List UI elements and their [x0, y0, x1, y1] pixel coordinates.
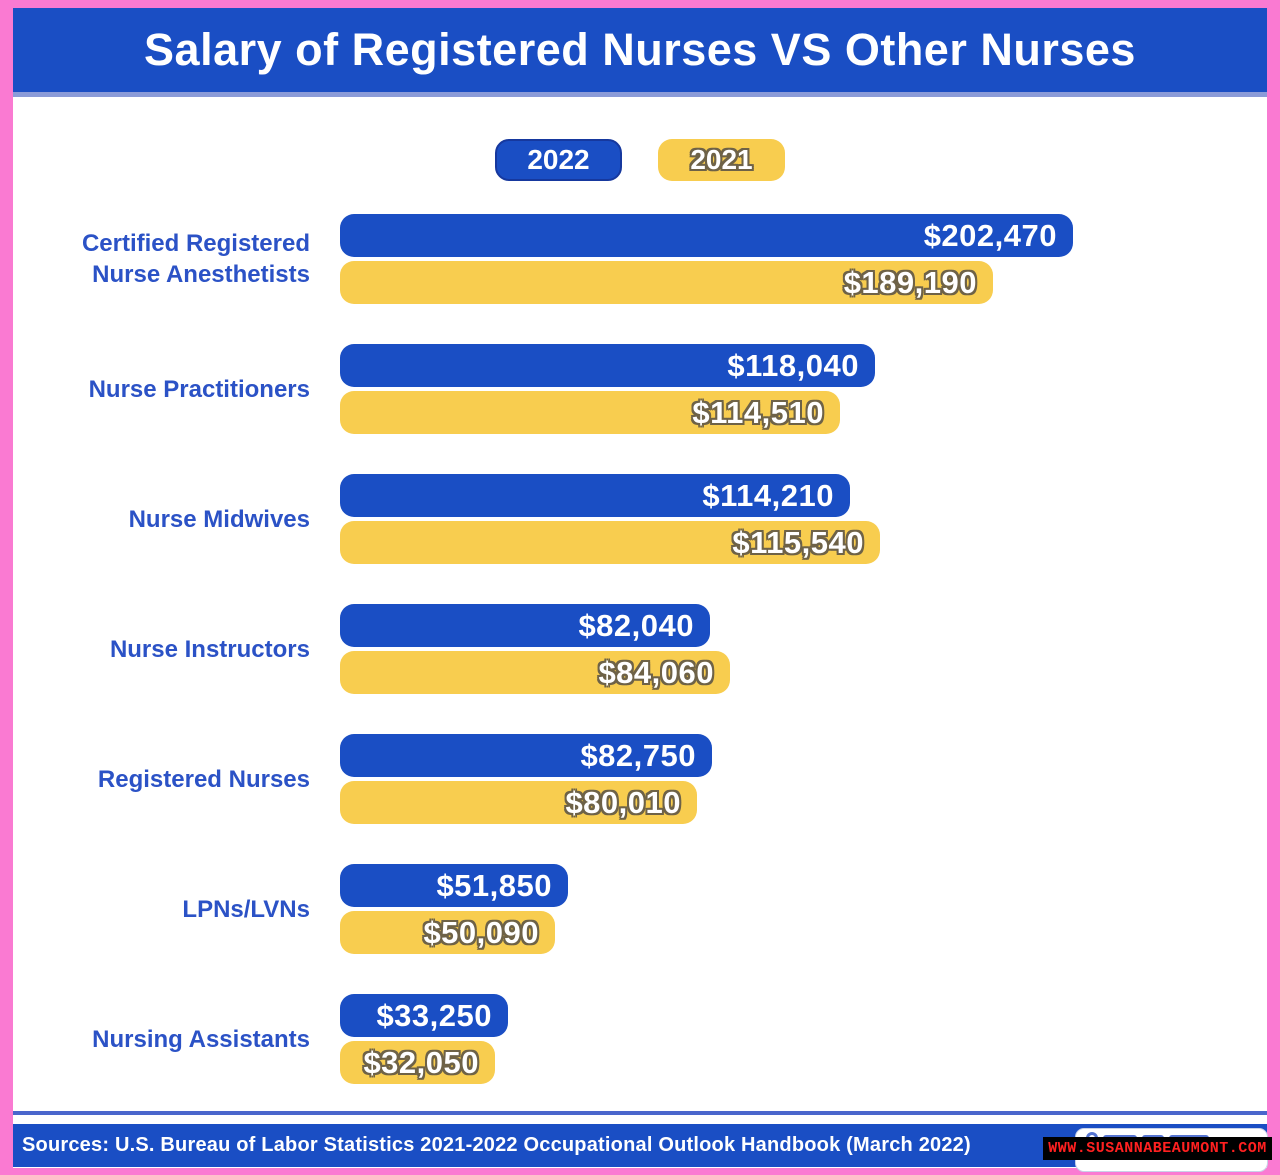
bar-pair: $51,850 $50,090	[340, 864, 568, 954]
bar-2021: $115,540	[340, 521, 880, 564]
bar-2021: $50,090	[340, 911, 555, 954]
bar-pair: $202,470 $189,190	[340, 214, 1073, 304]
bar-2022: $51,850	[340, 864, 568, 907]
bar-2021: $80,010	[340, 781, 697, 824]
bar-value: $50,090	[423, 914, 539, 950]
bar-value: $84,060	[598, 654, 714, 690]
bar-pair: $82,040 $84,060	[340, 604, 730, 694]
bar-value: $114,510	[692, 394, 824, 430]
bar-2022: $82,040	[340, 604, 710, 647]
category-label: LPNs/LVNs	[182, 895, 310, 923]
category-label: Registered Nurses	[97, 765, 310, 793]
chart-title: Salary of Registered Nurses VS Other Nur…	[144, 24, 1136, 75]
bar-pair: $118,040 $114,510	[340, 344, 875, 434]
category-label: Nursing Assistants	[92, 1025, 310, 1053]
chart-row: Certified Registered Nurse Anesthetists …	[13, 214, 1267, 304]
bar-value: $189,190	[843, 264, 977, 300]
bar-value: $82,750	[580, 737, 696, 773]
bar-2022: $202,470	[340, 214, 1073, 257]
bar-value: $80,010	[565, 784, 681, 820]
category-label: Certified Registered Nurse Anesthetists	[81, 230, 310, 288]
bar-2022: $33,250	[340, 994, 508, 1037]
legend-2021-label: 2021	[690, 144, 753, 175]
bar-value: $33,250	[376, 997, 492, 1033]
chart-row: Registered Nurses $82,750 $80,010	[13, 734, 1267, 824]
bar-value: $118,040	[727, 347, 859, 383]
source-text: Sources: U.S. Bureau of Labor Statistics…	[22, 1134, 971, 1156]
bar-value: $32,050	[363, 1044, 479, 1080]
bar-2022: $114,210	[340, 474, 850, 517]
bar-pair: $114,210 $115,540	[340, 474, 880, 564]
legend: 2022 2021	[13, 139, 1267, 181]
chart-row: Nurse Instructors $82,040 $84,060	[13, 604, 1267, 694]
bar-value: $202,470	[923, 217, 1057, 253]
bar-value: $115,540	[732, 524, 864, 560]
bar-2022: $118,040	[340, 344, 875, 387]
bar-2021: $84,060	[340, 651, 730, 694]
category-label: Nurse Practitioners	[88, 375, 310, 403]
watermark-text: WWW.SUSANNABEAUMONT.COM	[1048, 1140, 1267, 1157]
category-label: Nurse Midwives	[128, 505, 310, 533]
chart-row: Nurse Midwives $114,210 $115,540	[13, 474, 1267, 564]
bar-2021: $189,190	[340, 261, 993, 304]
chart-row: Nurse Practitioners $118,040 $114,510	[13, 344, 1267, 434]
category-label: Nurse Instructors	[109, 635, 310, 663]
watermark-overlay: WWW.SUSANNABEAUMONT.COM	[1043, 1137, 1272, 1160]
bar-chart: Certified Registered Nurse Anesthetists …	[13, 214, 1267, 1084]
footer-divider	[13, 1111, 1267, 1115]
legend-2022-label: 2022	[527, 144, 590, 175]
header-bar: Salary of Registered Nurses VS Other Nur…	[13, 8, 1267, 97]
bar-2022: $82,750	[340, 734, 712, 777]
legend-2022-badge: 2022	[495, 139, 622, 181]
chart-row: Nursing Assistants $33,250 $32,050	[13, 994, 1267, 1084]
legend-2021-badge: 2021	[658, 139, 785, 181]
bar-2021: $32,050	[340, 1041, 495, 1084]
bar-value: $82,040	[578, 607, 694, 643]
bar-2021: $114,510	[340, 391, 840, 434]
bar-pair: $33,250 $32,050	[340, 994, 508, 1084]
chart-row: LPNs/LVNs $51,850 $50,090	[13, 864, 1267, 954]
infographic-body: Salary of Registered Nurses VS Other Nur…	[13, 8, 1267, 1168]
bar-value: $51,850	[436, 867, 552, 903]
bar-pair: $82,750 $80,010	[340, 734, 712, 824]
bar-value: $114,210	[702, 477, 834, 513]
